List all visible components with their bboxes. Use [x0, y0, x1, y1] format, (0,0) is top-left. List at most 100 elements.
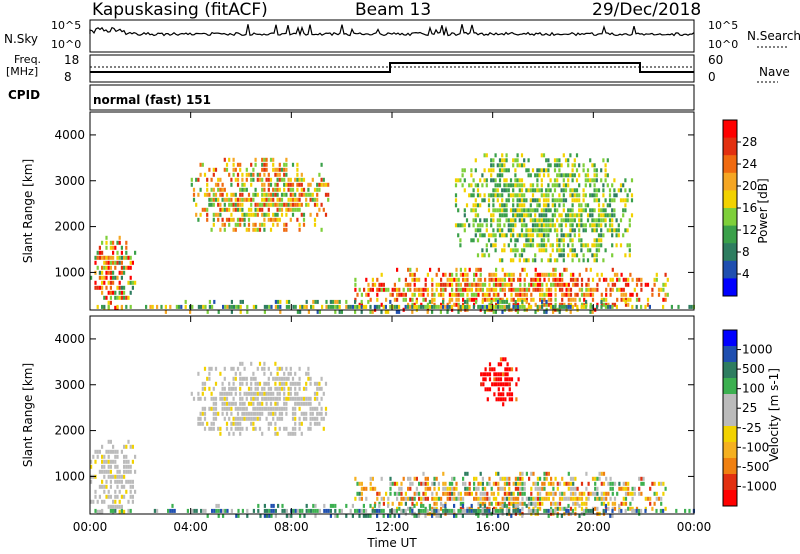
echo-cell	[508, 387, 511, 392]
echo-cell	[547, 508, 550, 513]
echo-cell	[285, 426, 288, 431]
echo-cell	[101, 469, 104, 474]
echo-cell	[523, 193, 526, 198]
echo-cell	[274, 406, 277, 411]
echo-cell	[245, 172, 248, 177]
echo-cell	[578, 272, 581, 277]
echo-cell	[635, 304, 638, 309]
echo-cell	[563, 491, 566, 496]
ytick-label: 4000	[54, 332, 85, 346]
echo-cell	[294, 207, 297, 212]
echo-cell	[624, 496, 628, 501]
echo-cell	[571, 208, 574, 213]
echo-cell	[369, 287, 372, 292]
echo-cell	[448, 272, 451, 277]
echo-cell	[608, 198, 612, 203]
echo-cell	[553, 213, 557, 218]
echo-cell	[597, 198, 601, 203]
echo-cell	[534, 277, 537, 282]
echo-cell	[576, 282, 579, 287]
echo-cell	[219, 508, 222, 513]
echo-cell	[112, 245, 115, 250]
echo-cell	[395, 309, 398, 314]
echo-cell	[212, 202, 215, 207]
echo-cell	[488, 287, 491, 292]
echo-cell	[305, 503, 308, 508]
echo-cell	[582, 188, 585, 193]
echo-cell	[487, 203, 491, 208]
echo-cell	[553, 208, 557, 213]
echo-cell	[497, 513, 500, 518]
echo-cell	[263, 162, 266, 167]
echo-cell	[371, 282, 374, 287]
echo-cell	[539, 476, 542, 481]
echo-cell	[485, 178, 488, 183]
echo-cell	[278, 416, 281, 421]
echo-cell	[542, 238, 546, 243]
echo-cell	[299, 508, 302, 513]
echo-cell	[501, 267, 504, 272]
echo-cell	[464, 299, 467, 304]
echo-cell	[618, 506, 621, 511]
echo-cell	[461, 168, 464, 173]
echo-cell	[567, 503, 570, 508]
echo-cell	[325, 304, 328, 309]
echo-cell	[461, 183, 464, 188]
echo-cell	[523, 198, 526, 203]
echo-cell	[624, 277, 628, 282]
echo-cell	[294, 406, 297, 411]
colorbar-tick-label: 8	[742, 245, 750, 259]
echo-cell	[433, 476, 436, 481]
echo-cell	[604, 163, 607, 168]
echo-cell	[464, 508, 467, 513]
echo-cell	[422, 491, 425, 496]
echo-cell	[475, 508, 478, 513]
echo-cell	[313, 406, 317, 411]
echo-cell	[618, 486, 621, 491]
echo-cell	[112, 250, 115, 255]
echo-cell	[631, 486, 634, 491]
echo-cell	[316, 416, 319, 421]
echo-cell	[635, 292, 639, 297]
echo-cell	[488, 304, 491, 309]
echo-cell	[506, 282, 509, 287]
echo-cell	[564, 218, 568, 223]
echo-cell	[514, 476, 517, 481]
echo-cell	[662, 297, 665, 302]
echo-cell	[380, 476, 383, 481]
echo-cell	[103, 489, 106, 494]
echo-cell	[431, 491, 434, 496]
echo-cell	[591, 287, 595, 292]
echo-cell	[508, 382, 511, 387]
echo-cell	[296, 197, 299, 202]
echo-cell	[252, 421, 255, 426]
echo-cell	[542, 223, 546, 228]
echo-cell	[254, 406, 257, 411]
echo-cell	[448, 508, 451, 513]
echo-cell	[554, 277, 557, 282]
echo-cell	[523, 282, 526, 287]
echo-cell	[267, 376, 270, 381]
echo-cell	[448, 486, 451, 491]
echo-cell	[552, 272, 555, 277]
echo-cell	[507, 218, 510, 223]
echo-cell	[285, 222, 288, 227]
echo-cell	[101, 304, 104, 309]
echo-cell	[492, 168, 495, 173]
echo-cell	[571, 243, 574, 248]
echo-cell	[539, 297, 542, 302]
echo-cell	[585, 302, 588, 307]
echo-cell	[464, 491, 467, 496]
echo-cell	[298, 197, 301, 202]
echo-cell	[118, 474, 121, 479]
echo-cell	[496, 198, 499, 203]
echo-cell	[602, 183, 605, 188]
echo-cell	[627, 506, 630, 511]
echo-cell	[272, 376, 275, 381]
echo-cell	[289, 381, 292, 386]
echo-cell	[534, 258, 537, 263]
echo-cell	[631, 304, 634, 309]
echo-cell	[112, 270, 115, 275]
echo-cell	[470, 183, 473, 188]
echo-cell	[464, 481, 467, 486]
